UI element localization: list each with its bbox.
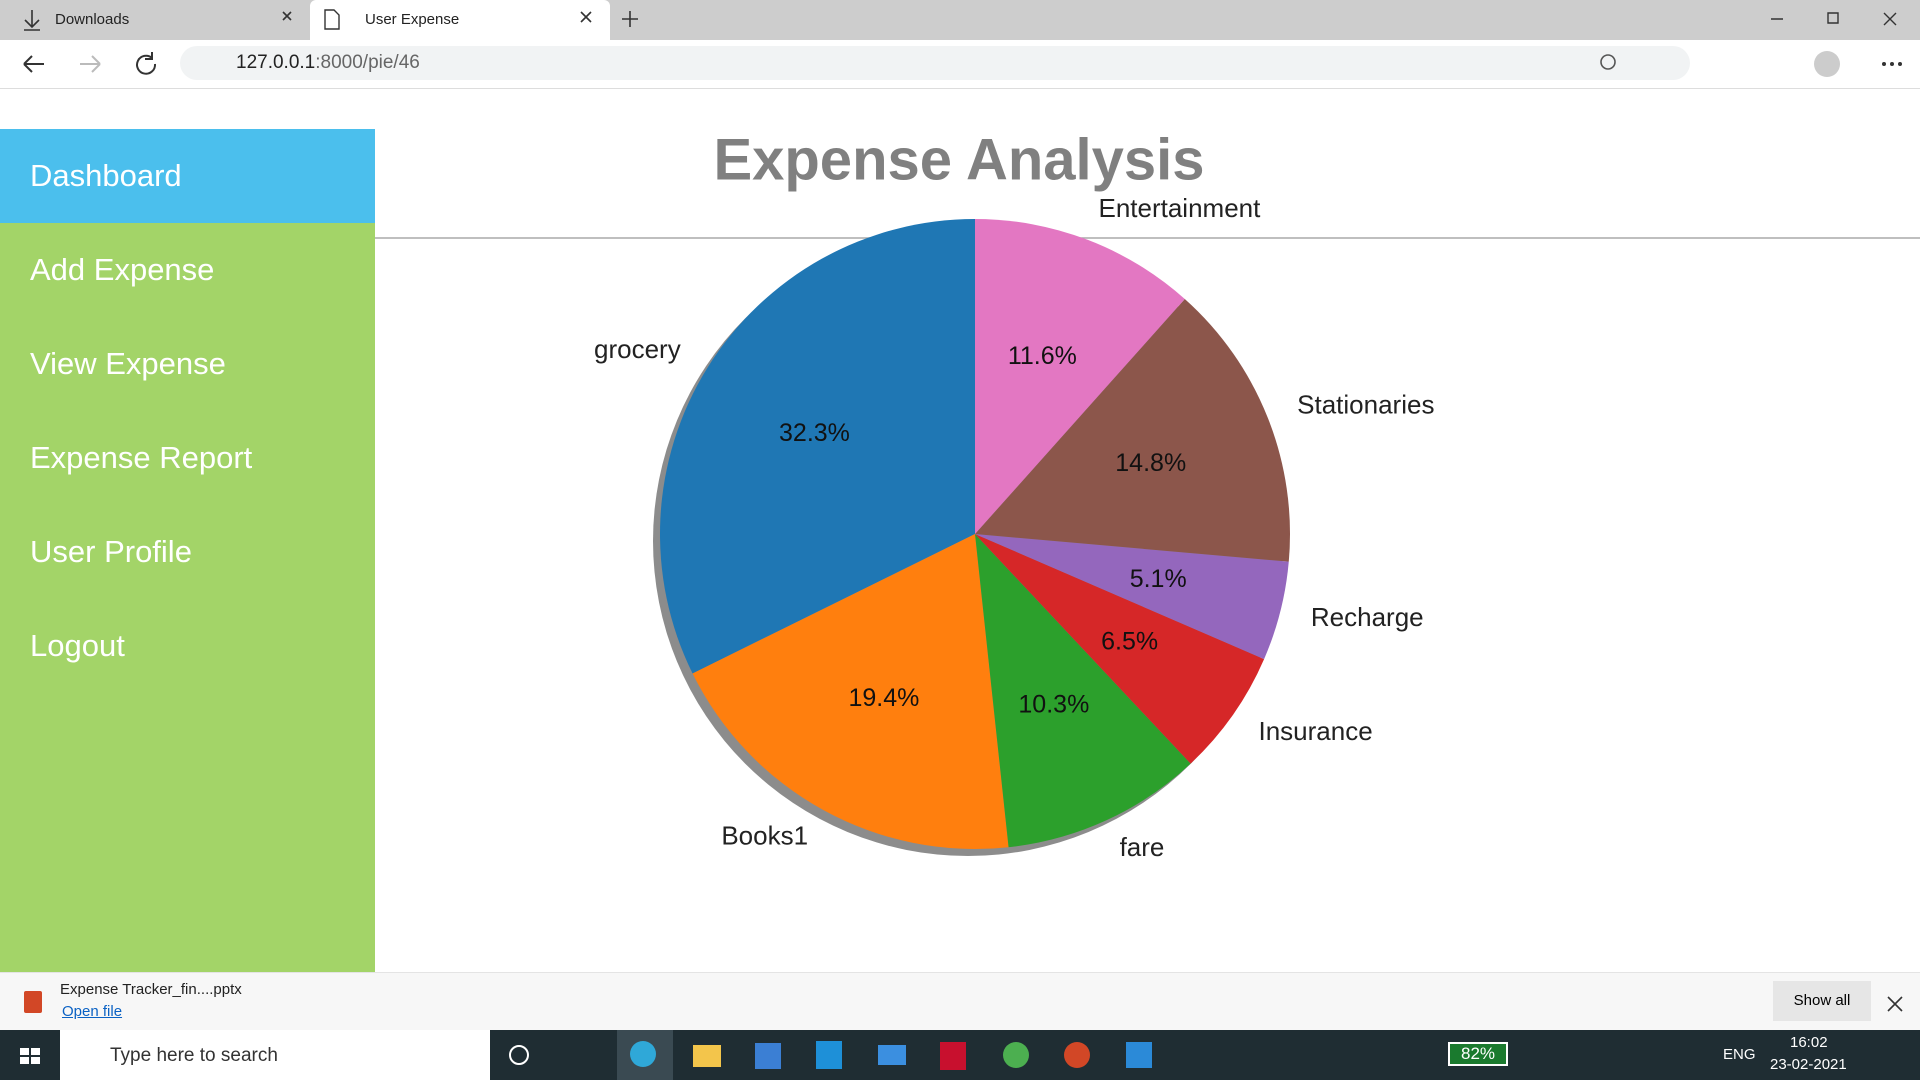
tab-bar: Downloads User Expense: [0, 0, 1920, 40]
tab[interactable]: Downloads: [55, 11, 130, 28]
nav-item[interactable]: View Expense: [30, 346, 226, 381]
chart-title: Expense Analysis: [713, 127, 1204, 192]
slice-percent: 6.5%: [1101, 627, 1158, 655]
nav-icons: [23, 52, 157, 75]
pie-slice: [975, 534, 1265, 764]
search-box[interactable]: [60, 1030, 490, 1080]
toolbar-icons: [1600, 51, 1902, 77]
show-all[interactable]: Show all: [1773, 981, 1871, 1021]
slice-label: Entertainment: [1098, 193, 1261, 223]
slice-percent: 32.3%: [779, 419, 850, 447]
slice-label: Books1: [721, 821, 808, 851]
language[interactable]: ENG: [1723, 1046, 1756, 1063]
slice-percent: 11.6%: [1008, 342, 1077, 370]
slice-percent: 19.4%: [849, 684, 920, 712]
download-bar: Expense Tracker_fin....pptx Open file Sh…: [0, 972, 1920, 1031]
slice-label: Recharge: [1311, 602, 1424, 632]
close-icon[interactable]: [1880, 991, 1910, 1015]
open-file[interactable]: Open file: [62, 1003, 123, 1020]
sidebar: Dashboard Add Expense View Expense Expense …: [0, 129, 375, 972]
clock-date[interactable]: 23-02-2021: [1770, 1056, 1847, 1073]
chart: Expense Analysis grocery 32.3% Books1 19.4%…: [375, 127, 1920, 862]
url-field[interactable]: 127.0.0.1:8000/pie/46: [180, 46, 1690, 80]
battery[interactable]: 82%: [1448, 1042, 1508, 1066]
taskbar-icons: [20, 1030, 1152, 1080]
url-host: 127.0.0.1: [236, 52, 316, 73]
nav-item[interactable]: Logout: [30, 628, 125, 663]
nav-item[interactable]: Dashboard: [0, 129, 375, 223]
address-bar: 127.0.0.1:8000/pie/46: [0, 40, 1920, 89]
tab-icons: [24, 9, 1897, 31]
slice-percent: 14.8%: [1115, 449, 1186, 477]
pie-slice: [975, 534, 1191, 848]
slice-label: Insurance: [1258, 716, 1372, 746]
pie-slice: [659, 219, 975, 674]
clock-time[interactable]: 16:02: [1790, 1034, 1828, 1051]
slice-percent: 10.3%: [1018, 690, 1089, 718]
pie-slice: [975, 534, 1289, 660]
nav-item[interactable]: Add Expense: [30, 252, 215, 287]
slice-label: Stationaries: [1297, 389, 1434, 419]
download-file: Expense Tracker_fin....pptx: [60, 981, 242, 998]
slice-label: grocery: [594, 334, 681, 364]
slice-percent: 5.1%: [1130, 565, 1187, 593]
pie-slice: [975, 299, 1290, 562]
tab[interactable]: User Expense: [310, 0, 610, 40]
pie-slice: [692, 534, 1009, 849]
nav-item[interactable]: User Profile: [30, 534, 192, 569]
nav-item[interactable]: Expense Report: [30, 440, 253, 475]
url-path: :8000/pie/46: [315, 52, 420, 73]
slice-label: fare: [1120, 832, 1165, 862]
taskbar: Type here to search 82% ENG 16:02 23-02-…: [0, 1030, 1920, 1080]
file-icon: [24, 991, 42, 1013]
pie-slice: [975, 219, 1185, 534]
search-placeholder: Type here to search: [110, 1045, 278, 1066]
